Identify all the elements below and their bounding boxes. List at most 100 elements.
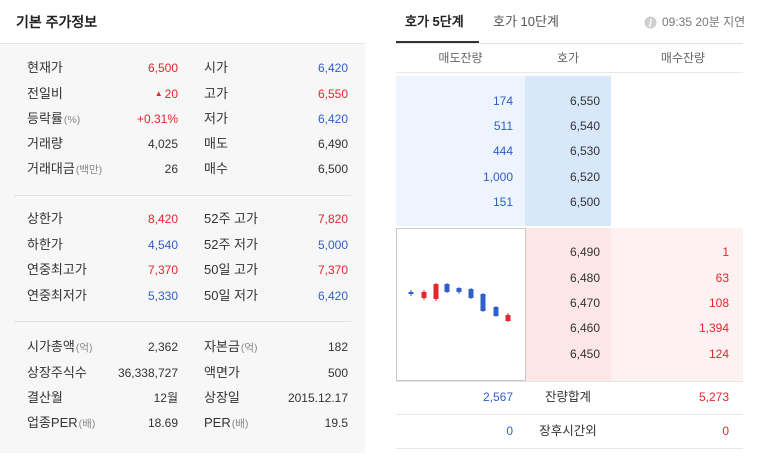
total-ask-qty: 2,567 [482, 390, 513, 404]
ask-qty: 1,000 [482, 170, 513, 184]
market-cap-label-text: 시가총액 [27, 339, 75, 354]
ask-qty: 174 [492, 94, 513, 108]
ask-qty: 444 [492, 144, 513, 158]
row-divider [396, 414, 743, 415]
fiscal-month-label: 결산월 [27, 390, 63, 405]
trading-value-unit: (백만) [75, 164, 103, 176]
sector-per-value: 18.69 [147, 416, 178, 430]
tab-bar-border [396, 43, 743, 44]
50-day-high-value: 7,370 [317, 263, 348, 277]
bid-price: 6,470 [569, 296, 600, 310]
candle [444, 283, 450, 293]
candle-body [456, 288, 462, 292]
capital-label-text: 자본금 [204, 339, 240, 354]
high-price-label: 고가 [204, 86, 228, 101]
volume-label: 거래량 [27, 136, 63, 151]
bid-qty: 108 [708, 296, 729, 310]
per-unit: (배) [231, 418, 249, 430]
candle [480, 293, 486, 312]
par-value-label: 액면가 [204, 365, 240, 380]
candle-chart-svg [408, 283, 511, 322]
year-low-value: 5,330 [147, 289, 178, 303]
bid-price-label: 매수 [204, 161, 228, 176]
capital-value: 182 [327, 340, 348, 354]
basic-info-title: 기본 주가정보 [16, 14, 98, 30]
year-high-value: 7,370 [147, 263, 178, 277]
ask-price-value: 6,490 [317, 137, 348, 151]
totals-label: 잔량합계 [544, 390, 591, 404]
upper-limit-label: 상한가 [27, 211, 63, 226]
change-label: 전일비 [27, 86, 63, 101]
ask-qty: 151 [492, 195, 513, 209]
listing-date-label: 상장일 [204, 390, 240, 405]
candle-body [468, 289, 474, 298]
candle-body [433, 284, 439, 299]
candle [408, 290, 414, 296]
trading-value-label: 거래대금(백만) [27, 160, 102, 178]
trading-value-label-text: 거래대금 [27, 161, 75, 176]
mini-candle-chart[interactable] [396, 228, 526, 381]
up-arrow-icon: ▲ [154, 89, 163, 98]
candle-body [444, 284, 450, 292]
low-price-value: 6,420 [317, 112, 348, 126]
bid-price-value: 6,500 [317, 162, 348, 176]
total-bid-qty: 5,273 [698, 390, 729, 404]
ask-qty-header: 매도잔량 [438, 51, 483, 65]
per-label: PER(배) [204, 414, 248, 432]
candle [468, 288, 474, 299]
sector-per-label: 업종PER(배) [27, 414, 95, 432]
bid-price: 6,450 [569, 347, 600, 361]
trading-value-value: 26 [164, 162, 178, 176]
50-day-high-label: 50일 고가 [204, 262, 258, 277]
change-amount: 20 [164, 87, 178, 101]
open-price-value: 6,420 [317, 61, 348, 75]
bid-price: 6,490 [569, 245, 600, 259]
info-icon[interactable] [644, 16, 657, 29]
sector-per-label-text: 업종PER [27, 415, 78, 430]
shares-listed-label: 상장주식수 [27, 365, 87, 380]
candle [433, 283, 439, 301]
50-day-low-label: 50일 저가 [204, 288, 258, 303]
ask-price: 6,500 [569, 195, 600, 209]
sector-per-unit: (배) [78, 418, 96, 430]
lower-limit-value: 4,540 [147, 238, 178, 252]
capital-label: 자본금(억) [204, 338, 258, 356]
listing-date-value: 2015.12.17 [287, 391, 348, 405]
active-tab-indicator [396, 41, 479, 43]
tab-orderbook-5-levels[interactable]: 호가 5단계 [405, 14, 464, 29]
market-cap-unit: (억) [75, 342, 93, 354]
52-week-high-value: 7,820 [317, 212, 348, 226]
basic-info-table [0, 43, 365, 453]
bid-price: 6,460 [569, 321, 600, 335]
section-divider [14, 321, 351, 322]
candle-body [421, 292, 427, 298]
year-low-label: 연중최저가 [27, 288, 87, 303]
high-price-value: 6,550 [317, 87, 348, 101]
change-rate-unit: (%) [63, 114, 81, 126]
upper-limit-value: 8,420 [147, 212, 178, 226]
current-price-label: 현재가 [27, 60, 63, 75]
ask-qty-column [396, 76, 525, 226]
volume-value: 4,025 [147, 137, 178, 151]
bid-price-column [526, 228, 611, 381]
change-rate-value: +0.31% [136, 112, 178, 126]
bid-qty-column [611, 228, 743, 381]
candle [493, 306, 499, 317]
low-price-label: 저가 [204, 111, 228, 126]
52-week-high-label: 52주 고가 [204, 211, 258, 226]
totals-border [396, 381, 743, 382]
current-price-value: 6,500 [147, 61, 178, 75]
bid-qty: 1,394 [698, 321, 729, 335]
52-week-low-label: 52주 저가 [204, 237, 258, 252]
candle-body [408, 292, 414, 294]
header-border [396, 72, 743, 73]
tab-orderbook-10-levels[interactable]: 호가 10단계 [493, 14, 559, 29]
bottom-border [396, 448, 743, 449]
bid-price: 6,480 [569, 271, 600, 285]
change-rate-label-text: 등락률 [27, 111, 63, 126]
per-value: 19.5 [324, 416, 348, 430]
52-week-low-value: 5,000 [317, 238, 348, 252]
bid-qty: 63 [715, 271, 729, 285]
ask-price: 6,520 [569, 170, 600, 184]
